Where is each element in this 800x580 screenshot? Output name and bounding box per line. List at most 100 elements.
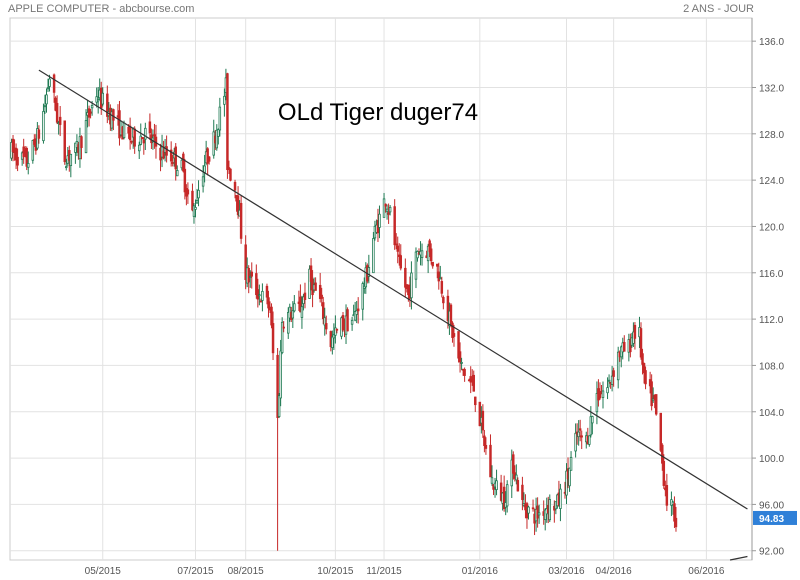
- y-tick-label: 120.0: [759, 222, 784, 233]
- y-tick-label: 136.0: [759, 37, 784, 48]
- candle-down: [478, 401, 482, 427]
- candle-up: [280, 321, 284, 354]
- candle-down: [644, 370, 647, 385]
- candle-up: [323, 317, 326, 326]
- candle-down: [128, 125, 132, 141]
- candle-down: [440, 281, 444, 294]
- candle-down: [442, 297, 445, 304]
- candle-up: [382, 198, 386, 218]
- candle-down: [641, 353, 644, 365]
- candle-down: [16, 156, 19, 166]
- chart-annotation: OLd Tiger duger74: [278, 99, 478, 126]
- candle-down: [481, 410, 485, 431]
- candle-up: [261, 290, 264, 301]
- candle-up: [527, 506, 530, 514]
- candle-up: [385, 208, 389, 212]
- candle-down: [265, 285, 269, 298]
- x-tick-label: 07/2015: [177, 566, 214, 577]
- candle-up: [350, 319, 354, 325]
- candle-down: [233, 181, 237, 191]
- candle-down: [472, 374, 475, 392]
- candle-down: [521, 484, 524, 500]
- candle-up: [616, 351, 620, 381]
- candle-down: [665, 485, 669, 506]
- candle-up: [27, 163, 30, 168]
- candle-down: [662, 460, 666, 486]
- y-tick-label: 104.0: [759, 408, 784, 419]
- candle-down: [63, 120, 66, 163]
- candle-down: [270, 306, 273, 326]
- candle-down: [428, 240, 431, 253]
- candle-up: [258, 294, 261, 297]
- candle-up: [176, 170, 179, 177]
- candle-down: [457, 331, 460, 359]
- candle-down: [502, 486, 506, 510]
- candle-down: [80, 136, 83, 148]
- candle-down: [320, 294, 323, 299]
- candle-down: [255, 273, 258, 296]
- candle-up: [601, 390, 605, 398]
- candle-up: [355, 310, 358, 315]
- candle-down: [484, 444, 488, 449]
- candle-down: [142, 139, 146, 144]
- candle-down: [580, 435, 583, 438]
- candle-down: [239, 202, 243, 239]
- candle-down: [463, 369, 466, 376]
- candle-down: [148, 121, 152, 134]
- x-tick-label: 11/2015: [366, 566, 402, 577]
- candle-down: [271, 323, 275, 354]
- candle-down: [182, 153, 185, 172]
- candle-down: [483, 435, 486, 446]
- chart-title: APPLE COMPUTER - abcbourse.com: [8, 3, 195, 15]
- candle-up: [302, 296, 305, 305]
- candle-up: [577, 431, 580, 438]
- candle-down: [325, 323, 328, 330]
- candle-up: [559, 488, 562, 509]
- candle-up: [367, 267, 371, 277]
- trendlines: [38, 69, 748, 561]
- candle-down: [474, 396, 477, 406]
- candle-down: [171, 162, 174, 164]
- candle-up: [426, 245, 430, 262]
- candle-down: [247, 267, 250, 283]
- y-tick-label: 92.00: [759, 547, 784, 558]
- candle-up: [505, 484, 509, 507]
- candle-down: [578, 428, 582, 431]
- candle-down: [226, 73, 229, 171]
- candle-up: [543, 509, 547, 520]
- candle-up: [43, 105, 47, 108]
- candle-down: [394, 243, 398, 246]
- candle-up: [363, 285, 366, 289]
- candle-down: [429, 248, 433, 262]
- candle-down: [52, 74, 56, 93]
- candle-down: [629, 339, 632, 353]
- candle-down: [55, 102, 59, 123]
- candle-down: [437, 271, 441, 282]
- candle-up: [569, 456, 573, 471]
- candle-down: [112, 109, 115, 121]
- candle-down: [267, 297, 270, 309]
- candle-down: [282, 326, 285, 329]
- candle-down: [244, 244, 247, 281]
- candle-down: [458, 351, 462, 363]
- candle-up: [420, 250, 424, 258]
- candle-up: [277, 395, 281, 417]
- candle-down: [341, 315, 345, 331]
- y-tick-label: 132.0: [759, 83, 784, 94]
- candle-up: [65, 166, 68, 169]
- candle-up: [291, 310, 295, 319]
- x-tick-label: 08/2015: [228, 566, 265, 577]
- candle-up: [332, 334, 336, 339]
- candle-up: [300, 306, 304, 318]
- candle-down: [654, 394, 658, 415]
- last-price-label: 94.83: [759, 514, 784, 525]
- candle-down: [162, 150, 165, 159]
- candle-up: [606, 387, 609, 394]
- candle-down: [436, 263, 439, 267]
- candle-up: [568, 467, 571, 487]
- candle-up: [138, 144, 141, 152]
- candle-up: [495, 480, 498, 491]
- candle-up: [537, 512, 541, 516]
- candle-down: [623, 341, 626, 352]
- candle-up: [215, 129, 219, 149]
